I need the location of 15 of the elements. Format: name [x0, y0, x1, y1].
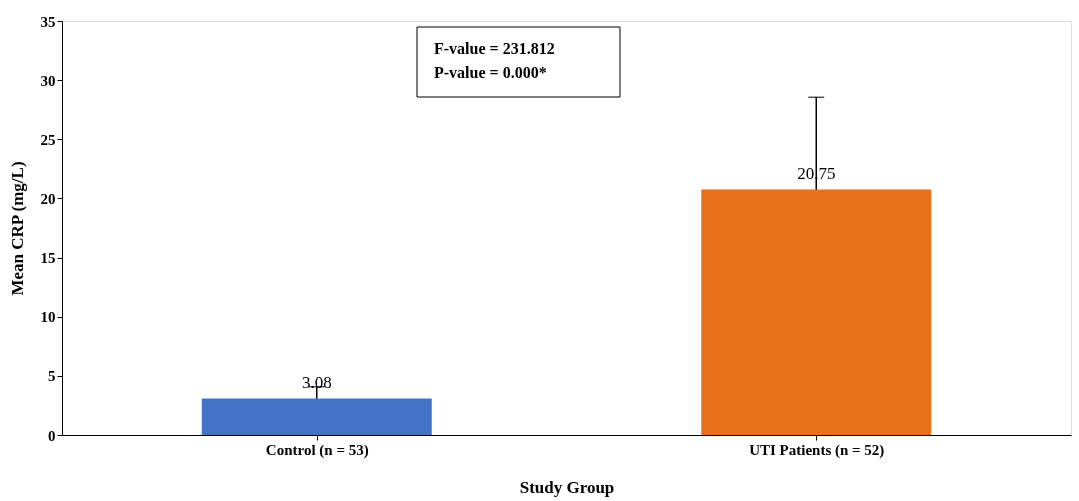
y-tick-label: 5 [48, 368, 56, 385]
y-axis-title: Mean CRP (mg/L) [7, 161, 27, 296]
y-tick-label: 0 [48, 427, 56, 444]
x-tick-label: Control (n = 53) [265, 441, 369, 459]
y-tick-label: 10 [40, 309, 56, 326]
annotation: P-value = 0.000* [434, 64, 547, 81]
x-tick-label: UTI Patients (n = 52) [749, 441, 885, 459]
y-tick-label: 35 [40, 13, 56, 30]
y-tick-label: 25 [40, 131, 56, 148]
y-tick-label: 15 [40, 250, 56, 267]
y-tick-label: 20 [40, 190, 56, 207]
y-tick-label: 30 [40, 72, 56, 89]
x-axis-title: Study Group [519, 477, 615, 497]
annotation: F-value = 231.812 [434, 40, 555, 57]
data-label: 3.08 [301, 372, 332, 392]
